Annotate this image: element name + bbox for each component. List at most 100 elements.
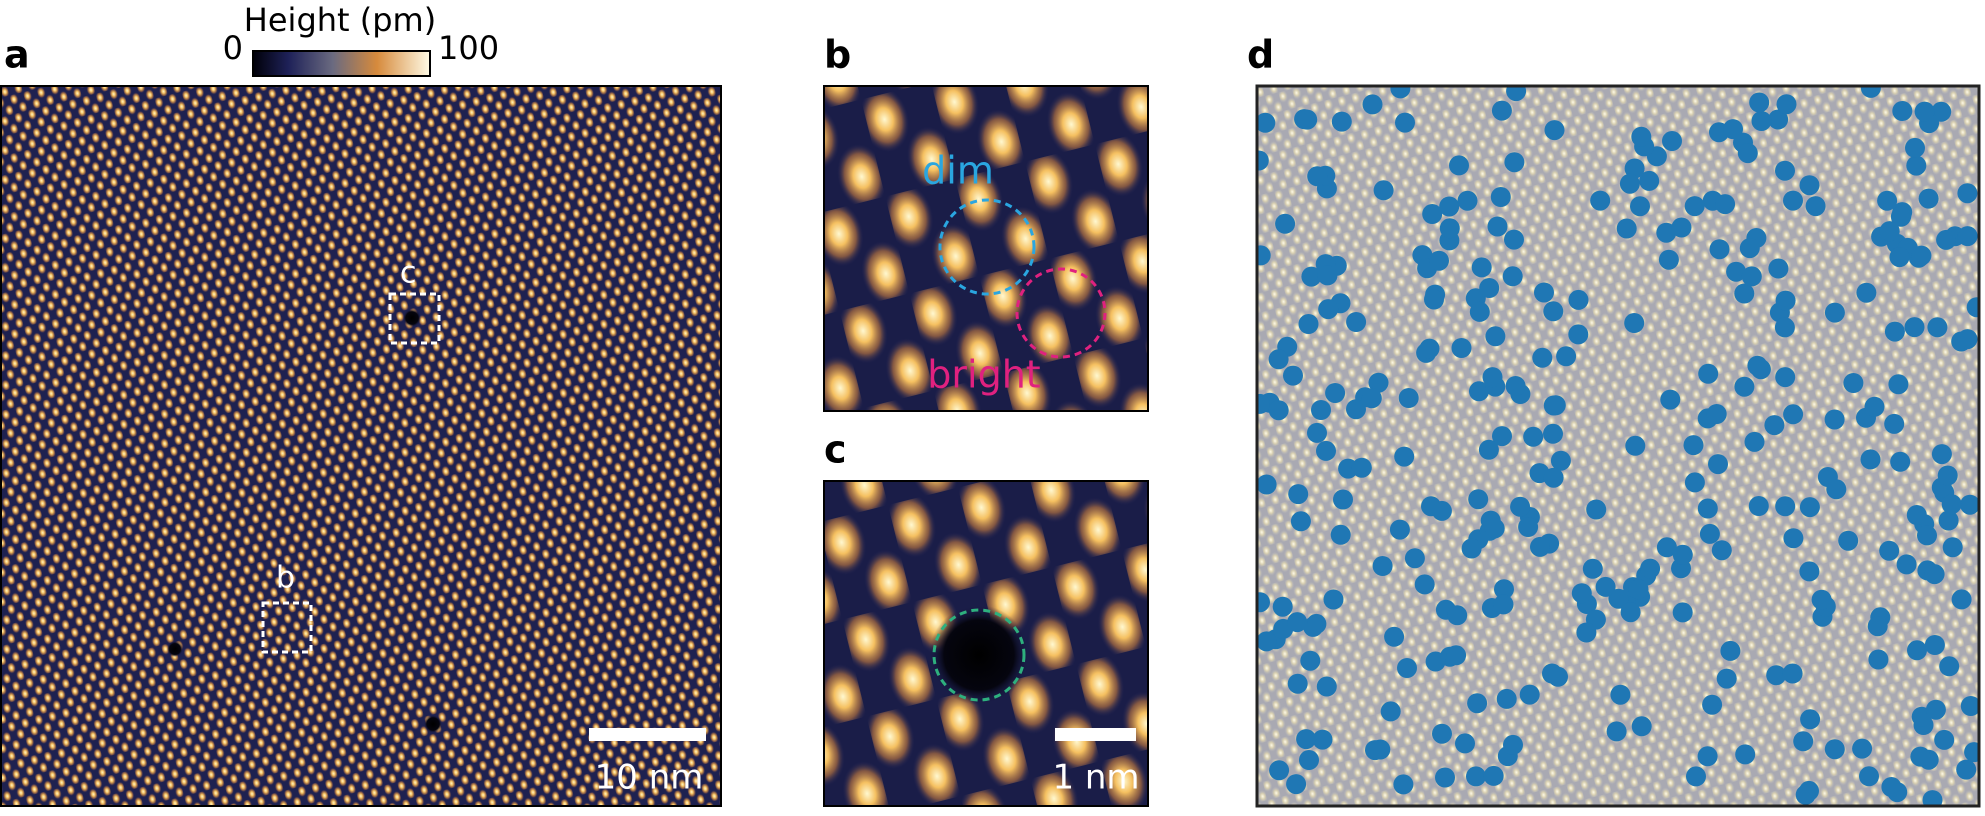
site-marker [1957,226,1978,247]
site-marker [1299,750,1319,770]
site-marker [1628,579,1649,600]
site-marker [1582,558,1603,579]
site-marker [1768,109,1789,130]
site-marker [1311,400,1331,420]
site-marker [1395,112,1415,133]
site-marker [1889,247,1910,268]
site-marker [1506,86,1527,102]
site-marker [1631,716,1652,737]
site-marker [1439,218,1460,239]
site-marker [1493,594,1514,615]
site-marker [1783,404,1804,425]
site-marker [1457,190,1478,211]
site-marker [1672,544,1693,565]
site-marker [1330,524,1351,545]
site-marker [1795,784,1816,805]
stm-zoom [823,85,1149,412]
site-marker [1867,616,1888,637]
site-marker [1586,499,1607,520]
site-marker [1297,109,1318,130]
site-marker [1824,739,1845,760]
site-marker [1323,589,1344,610]
site-marker [1708,454,1728,475]
colorbar-tick-label: 100 [438,29,499,67]
site-marker [1287,673,1308,694]
box-label: b [276,561,295,596]
site-marker [1331,111,1352,132]
site-marker [1296,729,1317,750]
site-marker [1624,313,1645,333]
frame [1255,84,1981,808]
site-marker [1431,500,1452,521]
site-marker [1484,518,1505,539]
site-marker [1884,321,1905,342]
site-marker [1776,94,1797,115]
site-marker [1467,693,1488,714]
site-marker [1446,645,1467,666]
site-marker [1455,733,1475,754]
site-marker [1716,668,1737,689]
site-marker [1957,329,1978,350]
site-marker [1720,640,1741,661]
site-marker [1439,196,1460,217]
site-marker [1556,346,1577,367]
vacancy [929,605,1029,705]
site-marker [1432,723,1452,744]
site-marker [1449,155,1469,176]
site-marker [1519,684,1540,705]
site-marker [1346,312,1367,332]
site-marker [1766,665,1787,686]
site-marker [1656,222,1677,243]
scale-bar [1055,728,1136,741]
site-marker [1751,111,1772,131]
site-marker [1491,100,1512,121]
site-marker [1890,451,1911,472]
site-marker [1419,338,1440,359]
bright-circle [1015,267,1107,359]
site-marker [1544,120,1565,141]
site-marker [1860,86,1881,98]
site-marker [1523,426,1544,447]
site-marker [1726,261,1747,282]
site-marker [1518,517,1539,537]
site-marker [1942,537,1963,558]
site-marker [1884,413,1905,434]
site-marker [1568,289,1589,310]
site-marker [1496,688,1517,709]
site-marker [1907,640,1927,661]
site-marker [1288,484,1309,505]
site-marker [1656,537,1677,558]
site-marker [1610,684,1631,705]
site-marker [1351,457,1372,478]
site-marker [1478,439,1499,460]
site-marker [1504,152,1525,173]
site-marker [1468,489,1489,510]
site-marker [1422,204,1443,224]
site-marker [1485,326,1506,347]
site-marker [1257,112,1276,133]
site-marker [1429,250,1449,271]
site-marker [1774,317,1795,338]
site-marker [1424,289,1444,310]
site-marker [1917,525,1937,546]
site-marker [1365,740,1385,761]
site-marker [1368,372,1389,393]
site-marker [1739,238,1760,259]
site-marker [1910,746,1931,767]
site-marker [1483,765,1504,786]
defect [167,641,183,657]
site-marker [1824,302,1845,323]
site-marker [1286,774,1307,795]
site-marker [1301,266,1322,287]
site-marker [1317,265,1338,286]
site-marker [1298,314,1319,334]
site-marker [1888,374,1909,395]
site-marker [1466,766,1486,787]
site-marker [1257,393,1270,414]
site-marker [1764,415,1785,436]
site-marker [1380,701,1401,722]
site-marker [1782,663,1803,684]
site-marker [1492,426,1512,447]
defect [424,715,442,733]
